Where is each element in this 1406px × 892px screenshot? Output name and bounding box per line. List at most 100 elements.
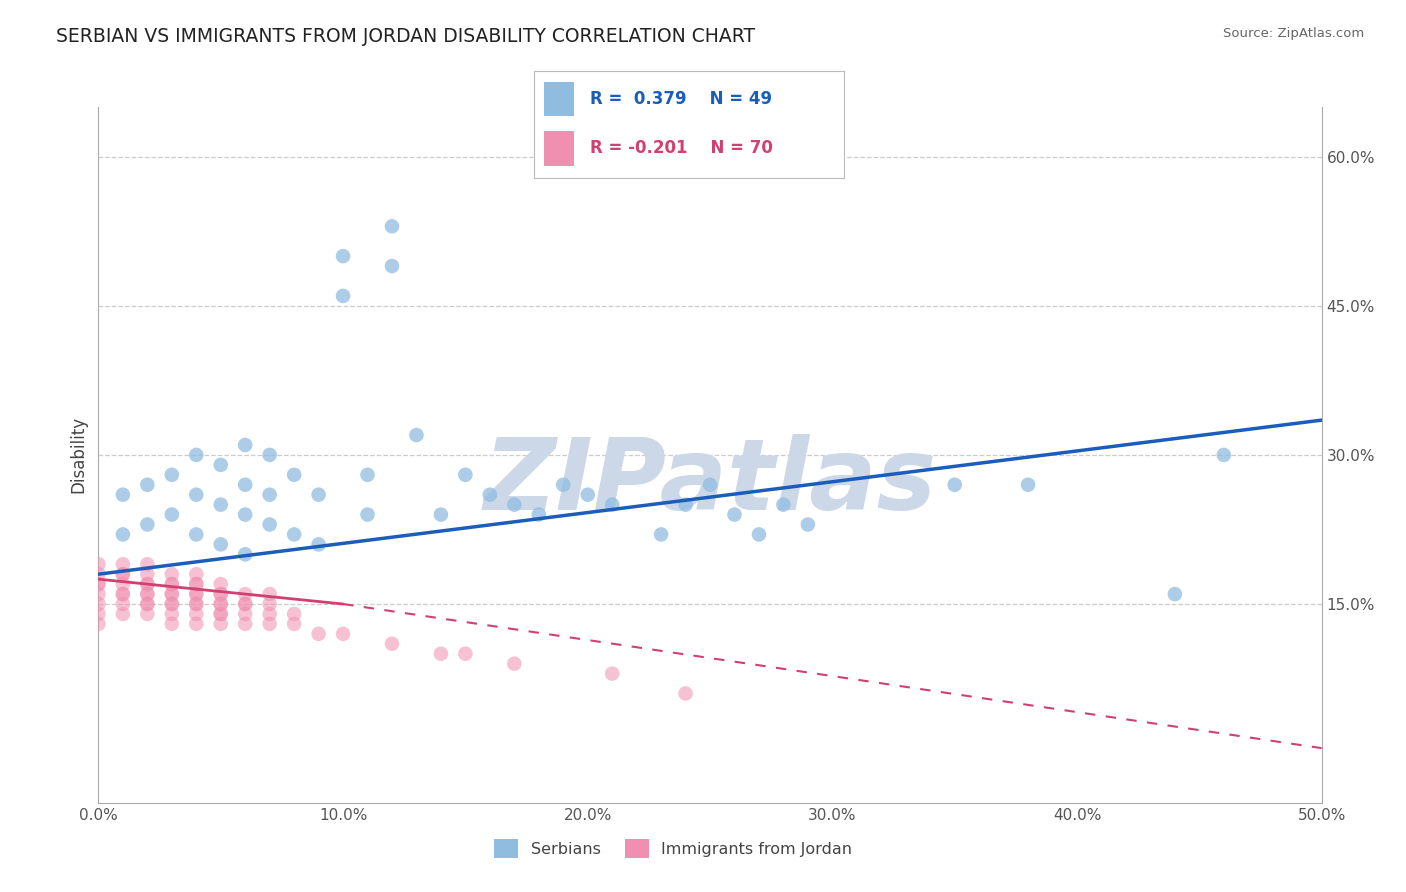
Point [209, 587, 232, 601]
Bar [544, 82, 575, 116]
Point [186, 567, 208, 582]
Point [136, 597, 159, 611]
Point [209, 597, 232, 611]
Point [186, 527, 208, 541]
Point [160, 607, 183, 621]
Point [87, 567, 110, 582]
Point [186, 616, 208, 631]
Point [111, 597, 134, 611]
Point [136, 567, 159, 582]
Point [233, 587, 256, 601]
Point [600, 666, 623, 681]
Text: R = -0.201    N = 70: R = -0.201 N = 70 [591, 139, 773, 157]
Point [136, 577, 159, 591]
Point [478, 488, 501, 502]
Point [283, 616, 305, 631]
Point [111, 558, 134, 572]
Point [283, 607, 305, 621]
Legend: Serbians, Immigrants from Jordan: Serbians, Immigrants from Jordan [488, 832, 859, 864]
Point [136, 587, 159, 601]
Point [111, 587, 134, 601]
Y-axis label: Disability: Disability [69, 417, 87, 493]
Point [454, 467, 477, 482]
Point [186, 597, 208, 611]
Point [308, 488, 330, 502]
Point [209, 498, 232, 512]
Point [186, 587, 208, 601]
Point [405, 428, 427, 442]
Point [186, 587, 208, 601]
Point [650, 527, 672, 541]
Point [209, 458, 232, 472]
Point [576, 488, 599, 502]
Point [233, 477, 256, 491]
Point [209, 607, 232, 621]
Point [111, 567, 134, 582]
Point [160, 567, 183, 582]
Point [1212, 448, 1234, 462]
Point [111, 567, 134, 582]
Point [675, 686, 697, 700]
Point [332, 627, 354, 641]
Point [87, 577, 110, 591]
Point [111, 577, 134, 591]
Point [136, 597, 159, 611]
Point [186, 577, 208, 591]
Point [527, 508, 550, 522]
Point [160, 597, 183, 611]
Point [233, 597, 256, 611]
Point [160, 508, 183, 522]
Point [186, 448, 208, 462]
Point [259, 488, 281, 502]
Point [111, 488, 134, 502]
Point [87, 577, 110, 591]
Point [723, 508, 745, 522]
Point [1164, 587, 1187, 601]
Point [259, 607, 281, 621]
Point [87, 587, 110, 601]
Point [356, 508, 378, 522]
Point [283, 527, 305, 541]
Point [233, 508, 256, 522]
Point [136, 607, 159, 621]
Point [160, 577, 183, 591]
Point [600, 498, 623, 512]
Point [233, 607, 256, 621]
Point [259, 517, 281, 532]
Point [503, 657, 526, 671]
Point [209, 587, 232, 601]
Point [160, 616, 183, 631]
Point [87, 558, 110, 572]
Point [356, 467, 378, 482]
Text: R =  0.379    N = 49: R = 0.379 N = 49 [591, 90, 772, 108]
Point [209, 616, 232, 631]
Point [381, 219, 404, 234]
Point [136, 587, 159, 601]
Point [136, 517, 159, 532]
Point [87, 607, 110, 621]
Point [259, 587, 281, 601]
Point [381, 637, 404, 651]
Point [233, 597, 256, 611]
Point [699, 477, 721, 491]
Point [233, 547, 256, 561]
Text: SERBIAN VS IMMIGRANTS FROM JORDAN DISABILITY CORRELATION CHART: SERBIAN VS IMMIGRANTS FROM JORDAN DISABI… [56, 27, 755, 45]
Point [209, 607, 232, 621]
Point [186, 597, 208, 611]
Point [430, 647, 453, 661]
Point [675, 498, 697, 512]
Point [111, 527, 134, 541]
Point [160, 577, 183, 591]
Point [160, 597, 183, 611]
Point [87, 597, 110, 611]
Text: Source: ZipAtlas.com: Source: ZipAtlas.com [1223, 27, 1364, 40]
Point [553, 477, 575, 491]
Bar [544, 131, 575, 166]
Point [259, 597, 281, 611]
Point [332, 289, 354, 303]
Point [209, 597, 232, 611]
Point [233, 438, 256, 452]
Point [503, 498, 526, 512]
Point [308, 537, 330, 551]
Point [430, 508, 453, 522]
